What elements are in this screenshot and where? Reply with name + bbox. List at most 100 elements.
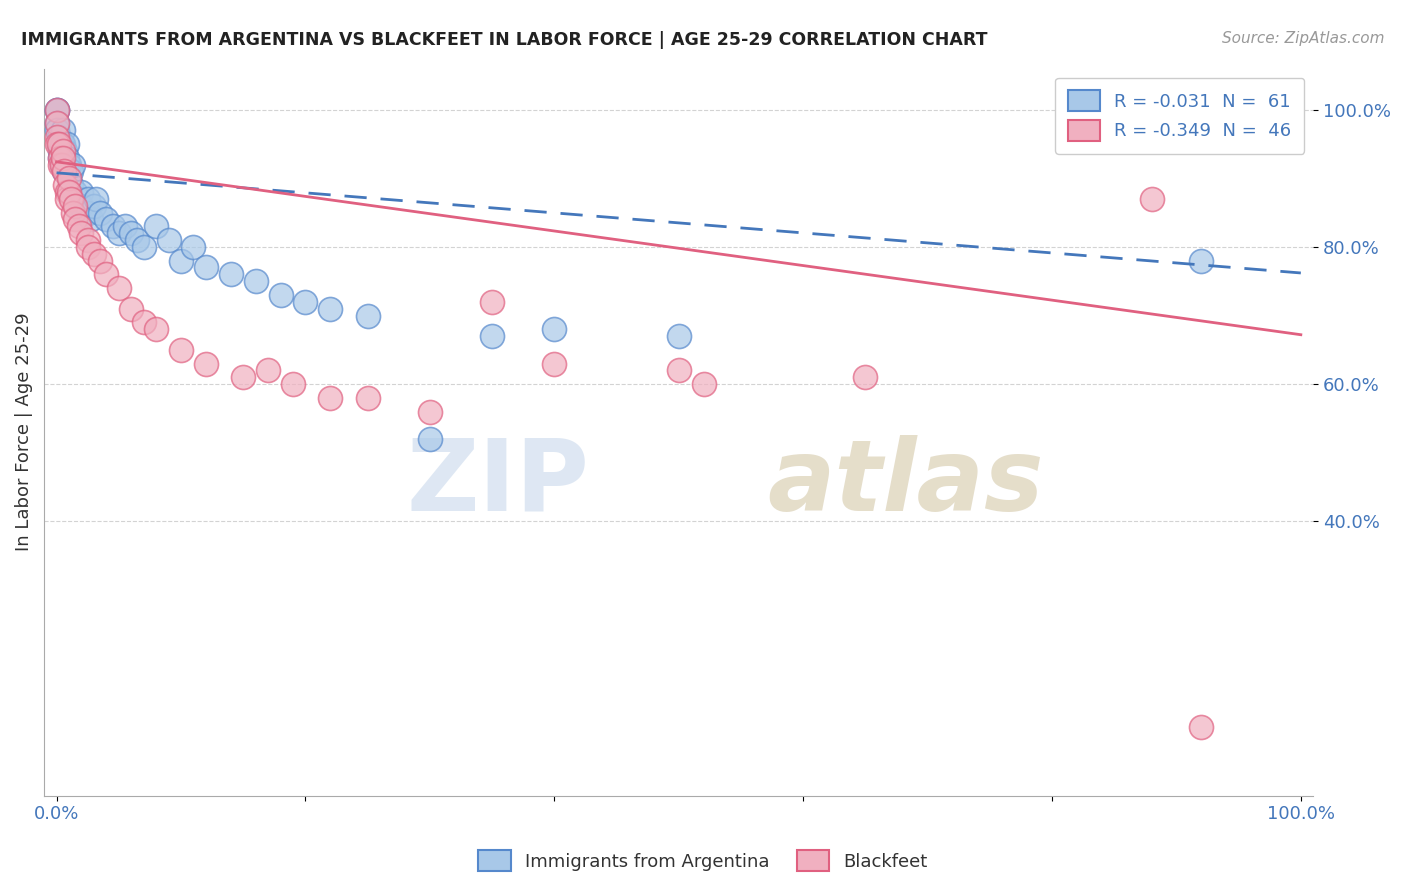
Point (53, 151, 76, 165)
Point (53, 164, 76, 178)
Point (53, 144, 76, 158)
Point (89, 253, 111, 268)
Point (668, 363, 690, 377)
Point (107, 226, 129, 240)
Point (145, 219, 167, 234)
Point (96, 212, 118, 227)
Point (194, 357, 217, 371)
Point (51, 136, 73, 151)
Point (52, 136, 75, 151)
Point (245, 274, 267, 288)
Point (55, 185, 77, 199)
Point (58, 171, 80, 186)
Point (48, 130, 70, 145)
Point (157, 233, 180, 247)
Point (1189, 720, 1212, 734)
Point (48, 136, 70, 151)
Point (45, 103, 67, 117)
Point (76, 205, 98, 219)
Point (66, 192, 89, 206)
Point (70, 199, 93, 213)
Legend: Immigrants from Argentina, Blackfeet: Immigrants from Argentina, Blackfeet (471, 843, 935, 879)
Point (481, 294, 503, 309)
Point (70, 226, 93, 240)
Point (51, 157, 73, 171)
Point (419, 404, 441, 418)
Point (45, 123, 67, 137)
Point (114, 219, 136, 234)
Point (86, 192, 108, 206)
Point (55, 192, 77, 206)
Point (668, 329, 690, 343)
Point (45, 103, 67, 117)
Point (67, 219, 90, 234)
Point (170, 253, 193, 268)
Point (51, 157, 73, 171)
Text: ZIP: ZIP (406, 434, 591, 532)
Point (1140, 192, 1163, 206)
Point (132, 240, 155, 254)
Point (49, 151, 72, 165)
Point (45, 103, 67, 117)
Legend: R = -0.031  N =  61, R = -0.349  N =  46: R = -0.031 N = 61, R = -0.349 N = 46 (1054, 78, 1305, 153)
Point (53, 164, 76, 178)
Point (101, 219, 124, 234)
Point (83, 199, 105, 213)
Y-axis label: In Labor Force | Age 25-29: In Labor Force | Age 25-29 (15, 313, 32, 551)
Point (62, 157, 84, 171)
Point (853, 370, 876, 384)
Point (63, 212, 86, 227)
Point (49, 151, 72, 165)
Point (145, 322, 167, 336)
Point (319, 391, 342, 405)
Point (319, 301, 342, 316)
Point (96, 268, 118, 282)
Point (481, 329, 503, 343)
Point (543, 357, 565, 371)
Point (60, 192, 83, 206)
Point (356, 309, 378, 323)
Point (45, 136, 67, 151)
Point (62, 205, 84, 219)
Point (70, 185, 93, 199)
Point (107, 281, 129, 295)
Point (60, 178, 83, 193)
Point (76, 240, 98, 254)
Text: IMMIGRANTS FROM ARGENTINA VS BLACKFEET IN LABOR FORCE | AGE 25-29 CORRELATION CH: IMMIGRANTS FROM ARGENTINA VS BLACKFEET I… (21, 31, 987, 49)
Point (63, 199, 86, 213)
Point (60, 164, 83, 178)
Point (419, 432, 441, 446)
Point (257, 363, 280, 377)
Point (120, 226, 142, 240)
Point (49, 157, 72, 171)
Point (55, 151, 77, 165)
Point (63, 185, 86, 199)
Point (52, 144, 75, 158)
Point (89, 205, 111, 219)
Point (53, 157, 76, 171)
Point (76, 233, 98, 247)
Point (356, 391, 378, 405)
Point (58, 157, 80, 171)
Point (45, 130, 67, 145)
Point (1189, 253, 1212, 268)
Point (58, 185, 80, 199)
Point (76, 192, 98, 206)
Point (270, 288, 292, 302)
Point (281, 377, 304, 392)
Point (294, 294, 316, 309)
Point (45, 116, 67, 130)
Point (132, 315, 155, 329)
Point (55, 136, 77, 151)
Point (83, 246, 105, 260)
Point (80, 212, 103, 227)
Point (52, 151, 75, 165)
Point (73, 205, 96, 219)
Point (63, 199, 86, 213)
Point (49, 144, 72, 158)
Point (127, 233, 149, 247)
Point (53, 178, 76, 193)
Point (219, 268, 242, 282)
Point (692, 377, 714, 392)
Text: atlas: atlas (768, 434, 1045, 532)
